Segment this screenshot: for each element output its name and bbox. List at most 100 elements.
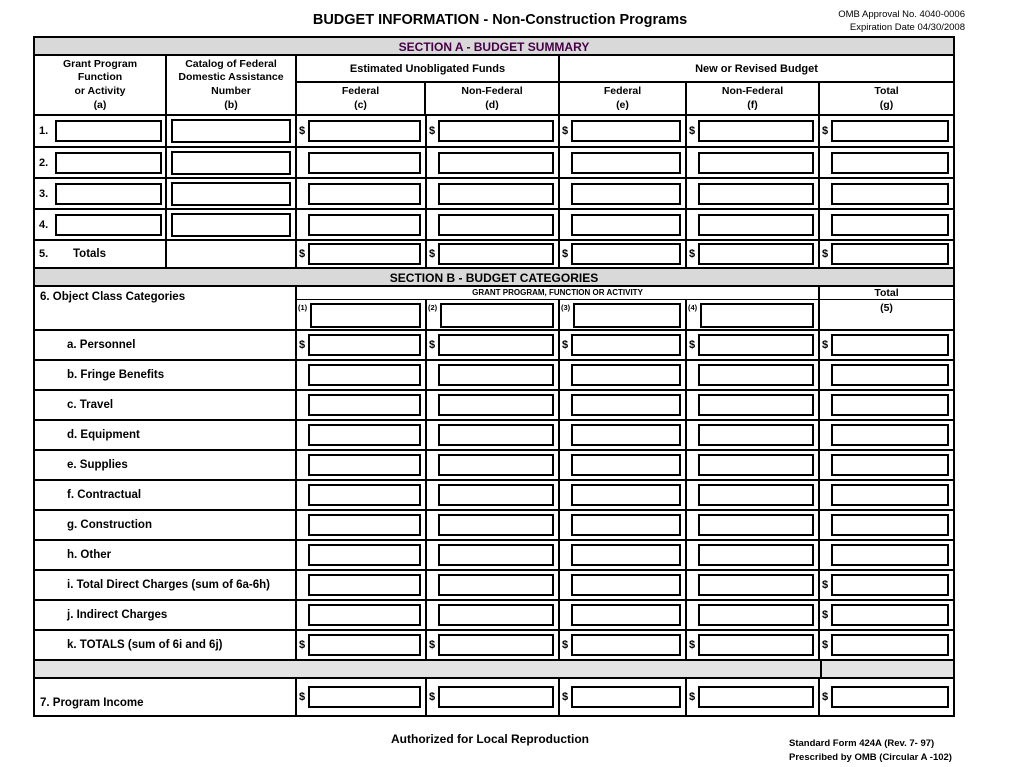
b-supplies-total-input[interactable] (831, 454, 949, 476)
b-personnel-col2-input[interactable] (438, 334, 554, 356)
b-travel-col3-input[interactable] (571, 394, 681, 416)
a-row4-federal-e-input[interactable] (571, 213, 681, 236)
b-supplies-col3-input[interactable] (571, 454, 681, 476)
a-totals-federal-c-input[interactable] (308, 243, 421, 265)
b-fringe-col4-input[interactable] (698, 364, 814, 386)
b-other-total-input[interactable] (831, 544, 949, 566)
b-personnel-col4-input[interactable] (698, 334, 814, 356)
a-row3-non-federal-f-input[interactable] (698, 182, 814, 205)
program-income-col3-input[interactable] (571, 686, 681, 708)
b-personnel-col3-input[interactable] (571, 334, 681, 356)
a-row2-grant-program-input[interactable] (55, 151, 162, 174)
b-supplies-col4-input[interactable] (698, 454, 814, 476)
a-row4-total-g-input[interactable] (831, 213, 949, 236)
a-row2-non-federal-d-input[interactable] (438, 151, 554, 174)
b-totals-total-input[interactable] (831, 634, 949, 656)
b-fringe-col1-input[interactable] (308, 364, 421, 386)
a-row2-federal-c-input[interactable] (308, 151, 421, 174)
b-construction-total-input[interactable] (831, 514, 949, 536)
program-income-col4-input[interactable] (698, 686, 814, 708)
b-construction-col1-input[interactable] (308, 514, 421, 536)
b-travel-col2-input[interactable] (438, 394, 554, 416)
b-grant-program-2-input[interactable] (440, 303, 554, 328)
b-totals-col3-input[interactable] (571, 634, 681, 656)
a-totals-federal-e-input[interactable] (571, 243, 681, 265)
a-row2-federal-e-input[interactable] (571, 151, 681, 174)
a-row3-federal-c-input[interactable] (308, 182, 421, 205)
b-equipment-col1-input[interactable] (308, 424, 421, 446)
group-header-estimated-unobligated: Estimated Unobligated Funds Federal (c) … (297, 56, 560, 114)
b-grant-program-4-input[interactable] (700, 303, 814, 328)
b-totals-col4-input[interactable] (698, 634, 814, 656)
a-row1-federal-e-input[interactable] (571, 120, 681, 142)
b-travel-col4-input[interactable] (698, 394, 814, 416)
b-total-direct-col1-input[interactable] (308, 574, 421, 596)
a-totals-non-federal-f-input[interactable] (698, 243, 814, 265)
b-indirect-total-input[interactable] (831, 604, 949, 626)
a-row4-non-federal-f-input[interactable] (698, 213, 814, 236)
b-other-col4-input[interactable] (698, 544, 814, 566)
b-equipment-col2-input[interactable] (438, 424, 554, 446)
b-grant-program-1-input[interactable] (310, 303, 421, 328)
a-row3-non-federal-d-input[interactable] (438, 182, 554, 205)
b-supplies-col2-input[interactable] (438, 454, 554, 476)
a-row1-catalog-input[interactable] (171, 119, 291, 143)
b-equipment-total-input[interactable] (831, 424, 949, 446)
b-grant-program-3-input[interactable] (573, 303, 681, 328)
b-totals-col2-input[interactable] (438, 634, 554, 656)
b-fringe-col2-input[interactable] (438, 364, 554, 386)
b-contractual-total-input[interactable] (831, 484, 949, 506)
a-row2-non-federal-f-input[interactable] (698, 151, 814, 174)
b-construction-col3-input[interactable] (571, 514, 681, 536)
b-equipment-col3-input[interactable] (571, 424, 681, 446)
b-total-direct-col2-input[interactable] (438, 574, 554, 596)
b-total-direct-total-input[interactable] (831, 574, 949, 596)
b-travel-total-input[interactable] (831, 394, 949, 416)
b-travel-col1-input[interactable] (308, 394, 421, 416)
a-totals-total-g-input[interactable] (831, 243, 949, 265)
b-total-direct-col4-input[interactable] (698, 574, 814, 596)
a-row1-non-federal-f-input[interactable] (698, 120, 814, 142)
b-other-col3-input[interactable] (571, 544, 681, 566)
b-fringe-col3-input[interactable] (571, 364, 681, 386)
a-row3-grant-program-input[interactable] (55, 182, 162, 205)
a-row1-total-g-input[interactable] (831, 120, 949, 142)
b-personnel-col1-input[interactable] (308, 334, 421, 356)
a-row4-catalog-input[interactable] (171, 212, 291, 237)
b-indirect-col2-input[interactable] (438, 604, 554, 626)
b-contractual-col1-input[interactable] (308, 484, 421, 506)
b-other-col1-input[interactable] (308, 544, 421, 566)
b-construction-col4-input[interactable] (698, 514, 814, 536)
b-totals-col1-input[interactable] (308, 634, 421, 656)
dollar-sign: $ (689, 639, 696, 651)
program-income-col2-input[interactable] (438, 686, 554, 708)
b-indirect-col3-input[interactable] (571, 604, 681, 626)
b-indirect-col4-input[interactable] (698, 604, 814, 626)
dollar-sign: $ (429, 125, 436, 137)
b-other-col2-input[interactable] (438, 544, 554, 566)
a-row4-federal-c-input[interactable] (308, 213, 421, 236)
a-row1-non-federal-d-input[interactable] (438, 120, 554, 142)
b-indirect-col1-input[interactable] (308, 604, 421, 626)
a-totals-non-federal-d-input[interactable] (438, 243, 554, 265)
b-personnel-total-input[interactable] (831, 334, 949, 356)
a-row4-grant-program-input[interactable] (55, 213, 162, 236)
b-equipment-col4-input[interactable] (698, 424, 814, 446)
b-fringe-total-input[interactable] (831, 364, 949, 386)
b-construction-col2-input[interactable] (438, 514, 554, 536)
a-row4-non-federal-d-input[interactable] (438, 213, 554, 236)
b-contractual-col2-input[interactable] (438, 484, 554, 506)
a-row2-catalog-input[interactable] (171, 150, 291, 175)
program-income-col1-input[interactable] (308, 686, 421, 708)
a-row1-federal-c-input[interactable] (308, 120, 421, 142)
a-row2-total-g-input[interactable] (831, 151, 949, 174)
program-income-total-input[interactable] (831, 686, 949, 708)
a-row1-grant-program-input[interactable] (55, 120, 162, 142)
b-contractual-col3-input[interactable] (571, 484, 681, 506)
b-supplies-col1-input[interactable] (308, 454, 421, 476)
a-row3-total-g-input[interactable] (831, 182, 949, 205)
a-row3-federal-e-input[interactable] (571, 182, 681, 205)
a-row3-catalog-input[interactable] (171, 181, 291, 206)
b-total-direct-col3-input[interactable] (571, 574, 681, 596)
b-contractual-col4-input[interactable] (698, 484, 814, 506)
